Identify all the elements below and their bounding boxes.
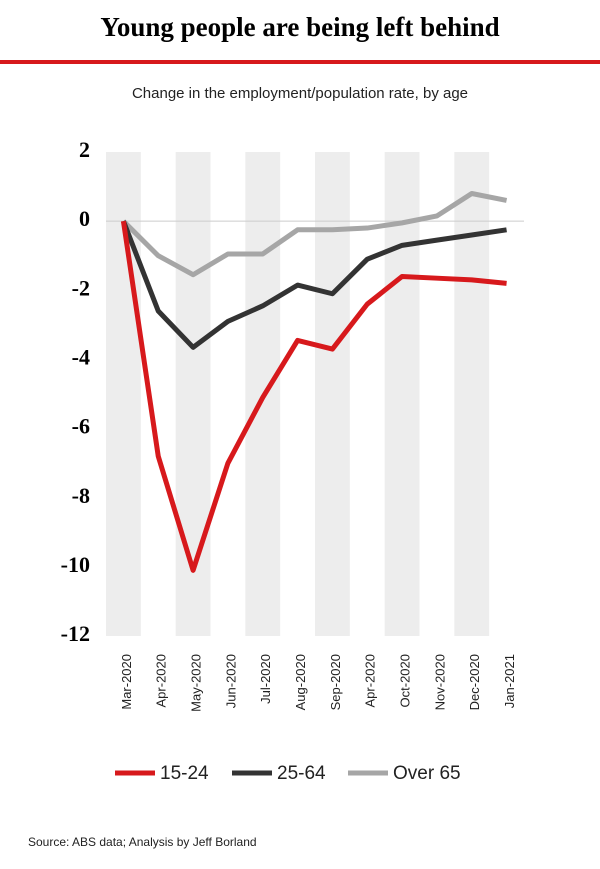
x-tick-label: Aug-2020 bbox=[293, 654, 308, 710]
x-tick-label: Jun-2020 bbox=[223, 654, 238, 708]
y-tick-label: -8 bbox=[72, 483, 90, 508]
y-tick-label: -2 bbox=[72, 275, 90, 300]
x-tick-label: Nov-2020 bbox=[432, 654, 447, 710]
x-tick-label: Jan-2021 bbox=[502, 654, 517, 708]
y-tick-label: -6 bbox=[72, 414, 90, 439]
legend-label: Over 65 bbox=[393, 763, 461, 784]
x-tick-label: Jul-2020 bbox=[258, 654, 273, 704]
x-tick-label: Dec-2020 bbox=[467, 654, 482, 710]
x-tick-label: Oct-2020 bbox=[398, 654, 413, 707]
chart-title: Young people are being left behind bbox=[100, 12, 499, 42]
y-tick-label: -12 bbox=[61, 621, 90, 646]
y-tick-label: 0 bbox=[79, 206, 90, 231]
series-line bbox=[121, 220, 507, 350]
subtitle: Change in the employment/population rate… bbox=[132, 85, 468, 102]
band bbox=[454, 152, 490, 636]
band bbox=[384, 152, 420, 636]
band bbox=[175, 152, 211, 636]
x-tick-label: Apr-2020 bbox=[154, 654, 169, 707]
x-tick-label: Apr-2020 bbox=[363, 654, 378, 707]
x-tick-label: Mar-2020 bbox=[119, 654, 134, 710]
x-tick-label: May-2020 bbox=[189, 654, 204, 712]
legend-label: 25-64 bbox=[277, 763, 326, 784]
y-tick-label: -10 bbox=[61, 552, 90, 577]
x-tick-label: Sep-2020 bbox=[328, 654, 343, 710]
title-rule bbox=[0, 60, 600, 64]
source: Source: ABS data; Analysis by Jeff Borla… bbox=[28, 835, 257, 849]
series-line bbox=[121, 190, 508, 278]
band bbox=[315, 152, 350, 636]
y-tick-label: 2 bbox=[79, 137, 90, 162]
series-line bbox=[120, 220, 507, 573]
y-tick-label: -4 bbox=[72, 344, 90, 369]
legend-label: 15-24 bbox=[160, 763, 209, 784]
